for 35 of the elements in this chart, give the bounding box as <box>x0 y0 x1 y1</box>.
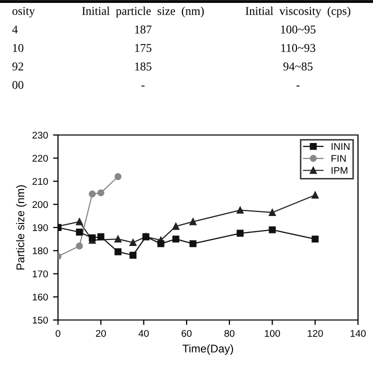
y-tick-label: 210 <box>32 178 48 185</box>
y-tick-label: 230 <box>32 132 48 139</box>
x-tick-label: 140 <box>350 330 366 337</box>
text: 94~85 <box>283 62 313 70</box>
legend-label: FIN <box>332 155 346 162</box>
y-tick-label: 220 <box>32 154 48 162</box>
x-axis-title: Time(Day) <box>182 344 234 355</box>
text: 10 <box>13 44 24 52</box>
y-tick-label: 160 <box>32 294 48 300</box>
legend-label: ININ <box>332 143 350 150</box>
text: 185 <box>135 62 152 70</box>
x-tick-label: 40 <box>138 330 149 337</box>
x-tick-label: 0 <box>56 330 60 337</box>
text: 100~95 <box>281 25 316 34</box>
text: Initial particle size (nm) <box>82 6 204 18</box>
y-tick-label: 180 <box>32 247 48 254</box>
text: Initial viscosity (cps) <box>246 6 350 18</box>
text: 92 <box>12 62 24 70</box>
text: 187 <box>135 25 152 34</box>
x-tick-label: 120 <box>308 330 323 337</box>
text: 00 <box>12 80 24 89</box>
x-tick-label: 20 <box>96 330 106 337</box>
text: 175 <box>135 44 152 52</box>
text: osity <box>12 6 35 18</box>
y-tick-label: 170 <box>32 270 48 278</box>
text: 110~93 <box>281 44 316 52</box>
x-tick-label: 100 <box>264 330 280 337</box>
x-tick-label: 60 <box>182 330 192 337</box>
y-tick-label: 150 <box>32 316 48 324</box>
y-axis-title: Particle size (nm) <box>16 185 26 270</box>
y-tick-label: 200 <box>32 201 48 208</box>
legend-label: IPM <box>332 167 348 174</box>
y-tick-label: 190 <box>32 224 48 232</box>
x-tick-label: 80 <box>224 330 234 337</box>
text: 4 <box>12 26 18 34</box>
